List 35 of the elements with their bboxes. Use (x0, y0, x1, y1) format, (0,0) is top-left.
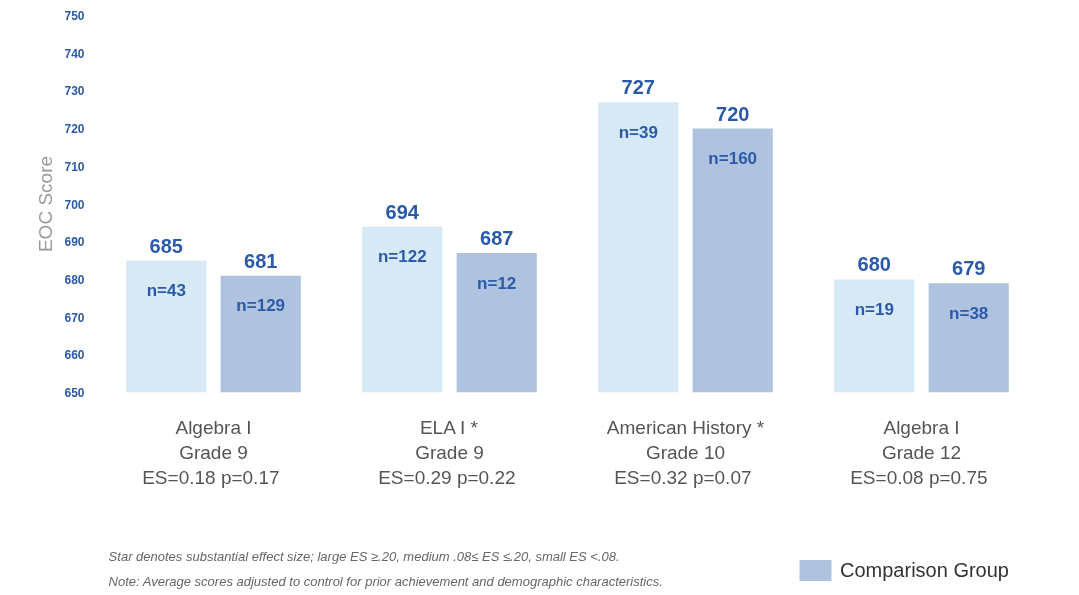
data-label: 685 (149, 234, 183, 257)
y-tick-label: 690 (64, 235, 85, 250)
y-tick-label: 660 (64, 348, 85, 363)
y-tick-label: 750 (64, 9, 85, 23)
x-tick-label: Algebra I Grade 9 ES=0.18 p=0.17 (142, 416, 280, 488)
y-tick-label: 650 (64, 386, 85, 400)
y-tick-label: 680 (64, 272, 85, 287)
y-tick-label: 730 (64, 84, 85, 99)
annotation: n=38 (949, 303, 989, 323)
data-label: 694 (385, 200, 420, 223)
data-label: 727 (621, 76, 655, 99)
x-tick-label: Algebra I Grade 12 ES=0.08 p=0.75 (850, 416, 988, 488)
data-label: 680 (857, 253, 891, 276)
text: Star denotes substantial effect size; large ES ≥.20, medium .08≤ ES ≤.20, small ES <.08. (108, 548, 620, 564)
annotation: n=39 (618, 122, 658, 142)
y-tick-label: 740 (64, 46, 85, 61)
data-label: 681 (244, 249, 278, 272)
annotation: n=122 (377, 247, 427, 267)
y-tick-label: 670 (64, 310, 85, 325)
x-tick-label: ELA I * Grade 9 ES=0.29 p=0.22 (378, 416, 516, 488)
data-label: 687 (480, 227, 514, 250)
y-tick-label: 710 (64, 159, 85, 174)
annotation: n=129 (236, 296, 286, 316)
annotation: n=12 (477, 273, 517, 293)
annotation: n=160 (708, 149, 758, 169)
y-tick-label: 720 (64, 122, 85, 137)
annotation: n=43 (146, 281, 186, 301)
legend-label: Comparison Group (840, 558, 1009, 582)
y-tick-label: 700 (64, 197, 85, 212)
x-tick-label: American History * Grade 10 ES=0.32 p=0.07 (606, 416, 765, 488)
data-label: 720 (716, 102, 750, 125)
y-axis-title: EOC Score (35, 155, 57, 253)
annotation: n=19 (854, 299, 894, 319)
data-label: 679 (952, 257, 986, 280)
text: Note: Average scores adjusted to control for prior achievement and demographic characteristics. (108, 573, 663, 589)
